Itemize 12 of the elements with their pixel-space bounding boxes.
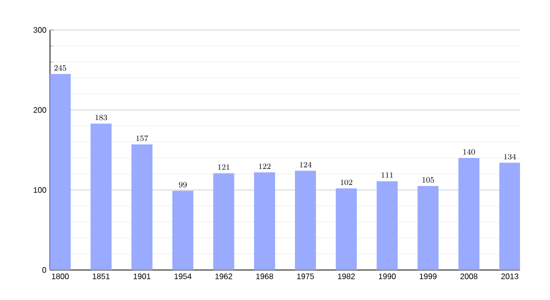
bar (294, 170, 316, 270)
bar (90, 124, 112, 270)
bar (172, 190, 194, 270)
bar (131, 144, 152, 270)
bar (254, 172, 276, 270)
bar (213, 173, 234, 270)
bar (418, 186, 439, 270)
bar (336, 188, 357, 270)
bar (458, 158, 480, 270)
bar (50, 74, 71, 270)
bar (499, 162, 520, 270)
bar (376, 181, 398, 270)
